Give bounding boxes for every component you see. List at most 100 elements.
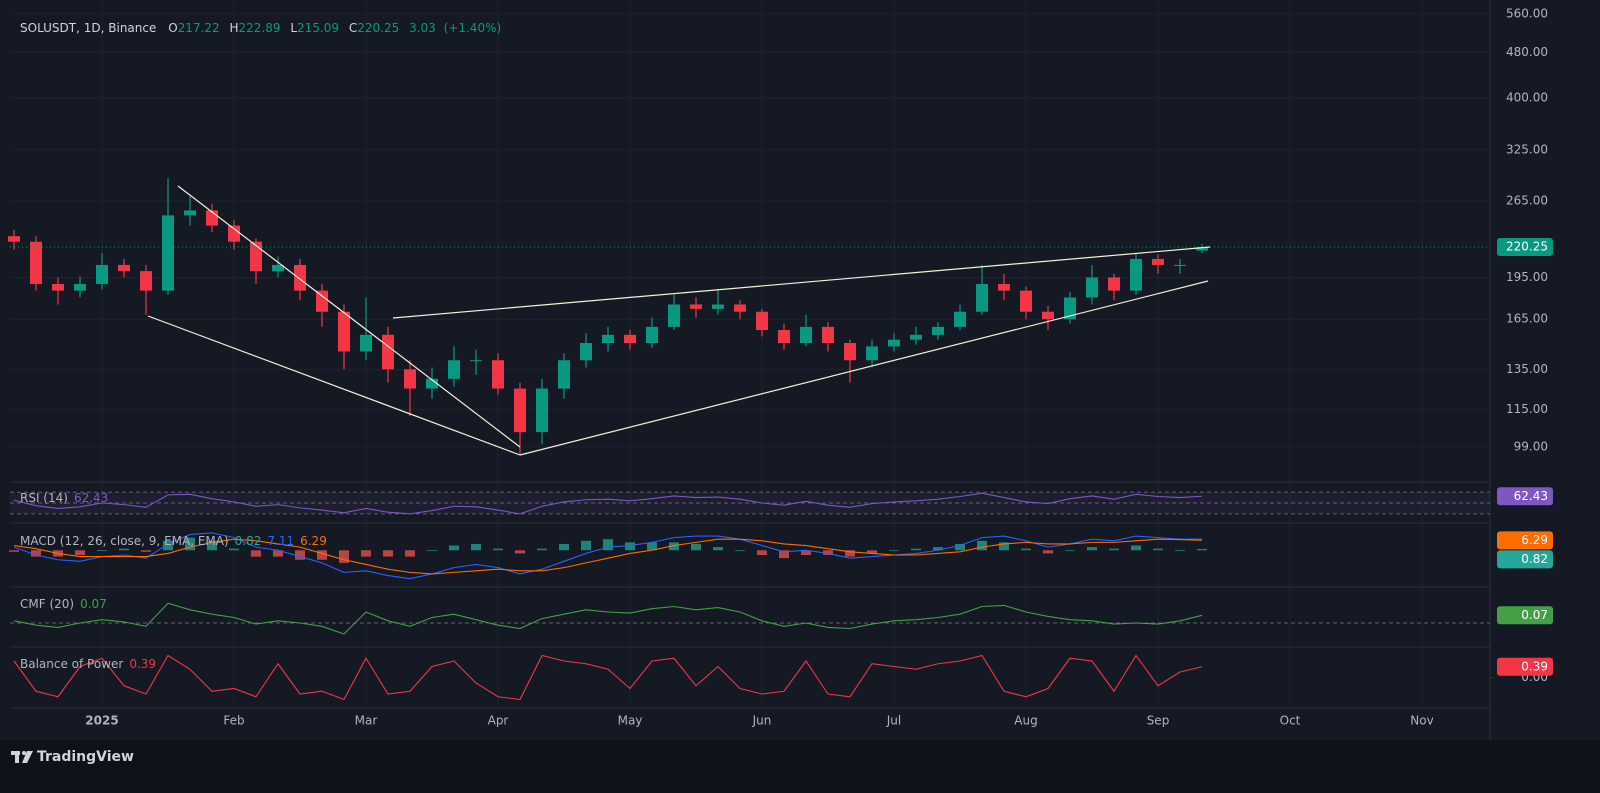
histogram-bar: [955, 543, 965, 551]
y-tick-label: 325.00: [1506, 142, 1548, 156]
histogram-bar: [779, 550, 789, 559]
candle-body: [932, 326, 944, 335]
histogram-bar: [999, 542, 1009, 551]
cmf-value: 0.07: [80, 597, 107, 611]
trend-line: [519, 280, 1209, 456]
x-tick-label: Apr: [488, 714, 509, 728]
indicator-line: [13, 492, 1203, 515]
candle-body: [382, 334, 394, 370]
candle-body: [1196, 247, 1208, 251]
y-tick-label: 195.00: [1506, 270, 1548, 284]
histogram-bar: [559, 543, 569, 551]
candle-body: [426, 378, 438, 389]
candle-body: [558, 360, 570, 389]
candle-body: [624, 334, 636, 344]
histogram-bar: [823, 550, 833, 555]
histogram-bar: [1197, 548, 1207, 551]
last-price-label: 220.25: [1506, 240, 1548, 254]
low-label: L: [290, 21, 297, 35]
histogram-bar: [537, 548, 547, 551]
last-price-badge: [1497, 238, 1553, 257]
candle-body: [316, 290, 328, 312]
x-tick-label: 2025: [85, 714, 118, 728]
histogram-bar: [1175, 549, 1185, 551]
histogram-bar: [207, 540, 217, 551]
macd-line: [13, 532, 1203, 580]
macd-histogram-value: 0.82: [235, 534, 262, 548]
histogram-bar: [9, 550, 19, 552]
histogram-bar: [1109, 548, 1119, 551]
y-tick-label: 115.00: [1506, 402, 1548, 416]
bop-value: 0.39: [129, 657, 156, 671]
candle-body: [74, 283, 86, 291]
indicator-value-badge: [1497, 487, 1553, 506]
rsi-value: 62.43: [74, 491, 108, 505]
candle-body: [448, 360, 460, 379]
histogram-bar: [515, 550, 525, 554]
candle-body: [30, 241, 42, 284]
indicator-value-badge: [1497, 606, 1553, 625]
candle-body: [1130, 258, 1142, 291]
indicator-value-label: 62.43: [1514, 489, 1548, 503]
candle-body: [206, 210, 218, 226]
histogram-bar: [273, 550, 283, 557]
histogram-bar: [251, 550, 261, 557]
indicator-line: [13, 654, 1203, 701]
brand[interactable]: TradingView: [37, 749, 134, 765]
histogram-bar: [471, 543, 481, 551]
cmf-title: CMF (20): [20, 597, 74, 611]
macd-value-label: 0.82: [1521, 552, 1548, 566]
bop-title: Balance of Power: [20, 657, 123, 671]
candle-body: [294, 264, 306, 291]
histogram-bar: [493, 548, 503, 551]
candle-body: [998, 283, 1010, 291]
grid: 2025 Feb Mar Apr May Jun Jul Aug Sep Oct Nov 99.00 1…: [10, 0, 1548, 728]
candle-body: [492, 360, 504, 389]
histogram-bar: [75, 550, 85, 555]
histogram-bar: [691, 543, 701, 551]
trend-lines: [147, 185, 1211, 456]
histogram-bar: [361, 550, 371, 557]
trend-line: [177, 185, 521, 448]
candle-body: [140, 271, 152, 291]
candle-body: [602, 334, 614, 344]
y-tick-label: 400.00: [1506, 90, 1548, 104]
histogram-bar: [625, 542, 635, 551]
high-label: H: [229, 21, 238, 35]
candle-body: [1064, 297, 1076, 320]
candle-body: [1042, 311, 1054, 320]
change-percent: (+1.40%): [444, 21, 502, 35]
logo-part: [15, 751, 19, 763]
histogram-bar: [581, 540, 591, 551]
y-tick-label: 560.00: [1506, 6, 1548, 20]
candle-body: [888, 339, 900, 347]
candle-body: [800, 326, 812, 344]
band-fill: [10, 492, 1490, 514]
histogram-bar: [383, 550, 393, 557]
pane-separators: [10, 0, 1491, 740]
histogram-bar: [669, 542, 679, 551]
histogram-bar: [845, 550, 855, 557]
macd-value-badge: [1497, 550, 1553, 569]
candle-body: [690, 304, 702, 309]
candle-body: [756, 311, 768, 331]
trend-line: [147, 315, 521, 456]
candle-body: [250, 241, 262, 272]
candle-body: [1108, 277, 1120, 291]
histogram-bar: [735, 550, 745, 552]
histogram-bar: [317, 550, 327, 560]
candle-body: [778, 330, 790, 344]
histogram-bar: [427, 550, 437, 552]
histogram-bar: [119, 548, 129, 551]
signal-value: 6.29: [300, 534, 327, 548]
y-tick-label: 99.00: [1514, 439, 1548, 453]
plot: 0.00: [8, 178, 1548, 701]
histogram-bar: [1131, 545, 1141, 551]
x-tick-label: Jul: [886, 714, 901, 728]
candle-body: [976, 283, 988, 312]
histogram-bar: [801, 550, 811, 555]
candle-body: [910, 334, 922, 340]
histogram-bar: [1087, 547, 1097, 551]
candle-body: [734, 304, 746, 312]
